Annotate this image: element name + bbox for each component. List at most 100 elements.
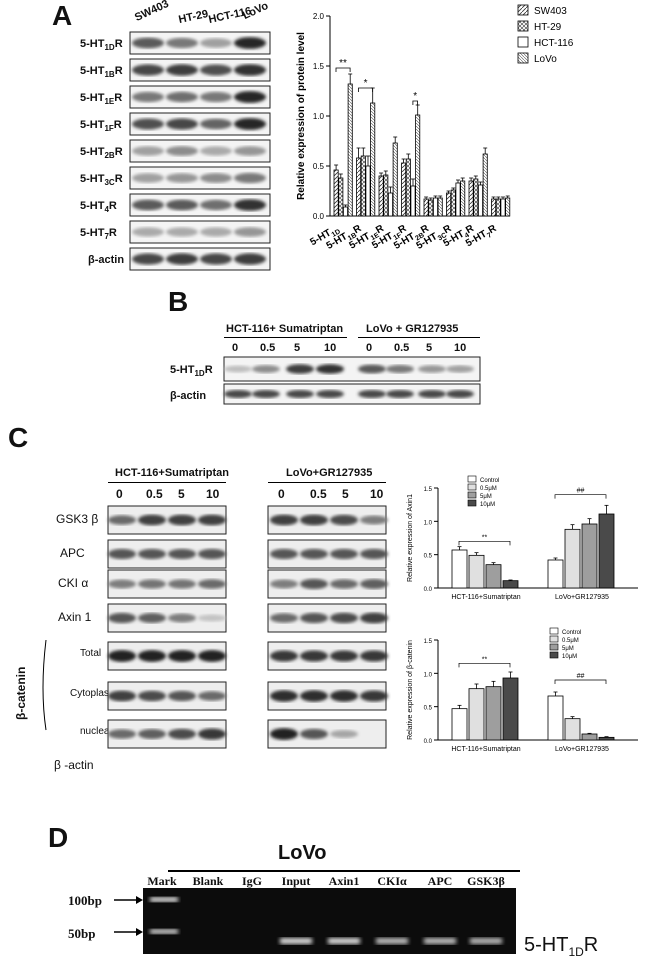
panel-c-axin1-chart: 0.0 0.5 1.0 1.5 Relative expression of Axin1… [407, 475, 638, 601]
blot-c-band [270, 690, 298, 702]
blot-a-band [200, 146, 232, 156]
row-label-5ht1fr: 5-HT1FR [80, 119, 122, 134]
y-tick-label: 0.5 [424, 554, 433, 560]
legend-swatch [549, 643, 559, 651]
panel-d-lane-4: Axin1 [328, 874, 360, 888]
gel-marker-50 [150, 929, 178, 934]
legend-swatch [467, 483, 477, 491]
y-tick-label: 0.5 [313, 162, 325, 171]
blot-c-band [138, 729, 166, 739]
panel-b-group2-line [358, 337, 480, 338]
legend-swatch [467, 491, 477, 499]
legend-label-0.5μM: 0.5μM [480, 486, 497, 492]
blot-a-band [200, 173, 232, 183]
blot-a-band [132, 118, 164, 130]
blot-a-band [132, 227, 164, 237]
legend-label-LoVo: LoVo [534, 54, 557, 65]
panel-b-dose-4: 0 [366, 342, 373, 354]
panel-c-beta-catenin-chart: 0.0 0.5 1.0 1.5 Relative expression of β-cat… [407, 627, 638, 753]
y-tick-label: 1.0 [424, 520, 433, 526]
blot-a-band [200, 64, 232, 76]
blot-c-band [108, 515, 136, 525]
blot-c-band [270, 613, 298, 623]
blot-a-band [200, 227, 232, 237]
y-tick-label: 0.5 [424, 706, 433, 712]
blot-a-band [234, 146, 266, 156]
blot-a-band [166, 64, 198, 76]
panel-d-lane-0: Mark [147, 874, 177, 888]
row-label-5ht4r: 5-HT4R [80, 200, 117, 215]
legend-label-SW403: SW403 [534, 6, 567, 17]
y-tick-label: 1.5 [424, 487, 433, 493]
blot-a-band [234, 118, 266, 130]
panel-b-blot-bands [223, 356, 481, 405]
blot-a-band [132, 253, 164, 265]
sig-mark: * [364, 78, 368, 89]
legend-label-HCT-116: HCT-116 [534, 38, 574, 49]
blot-c-band [360, 579, 388, 589]
blot-a-band [234, 172, 266, 184]
panel-c-group2: LoVo+GR127935 [286, 467, 373, 479]
panel-b-dose-5: 0.5 [394, 342, 410, 354]
blot-c-band [168, 690, 196, 702]
panel-c-row-1: APC [60, 546, 85, 560]
blot-c-band [168, 613, 196, 623]
gel-band [424, 938, 456, 944]
sig-mark: ** [339, 58, 347, 69]
row-label-5ht3cr: 5-HT3CR [80, 173, 123, 188]
panel-c-row-2: CKI α [58, 576, 89, 590]
blot-c-band [198, 548, 226, 560]
panel-c-group1-line [108, 482, 226, 483]
panel-b-row-beta-actin: β-actin [170, 390, 207, 402]
blot-a-band [132, 91, 164, 103]
panel-d-marker-50: 50bp [68, 926, 96, 941]
y-axis-label: Relative expression of β-catenin [407, 640, 414, 740]
panel-d-lane-1: Blank [192, 874, 224, 888]
legend-swatch [549, 627, 559, 635]
blot-c-band [108, 690, 136, 702]
panel-label-b: B [168, 286, 189, 317]
blot-b-actin-band [252, 390, 280, 398]
blot-c-band [270, 548, 298, 560]
sig-bracket [458, 540, 511, 546]
blot-c-band [198, 728, 226, 740]
blot-c-band [168, 548, 196, 560]
panel-d-marker-100: 100bp [68, 893, 102, 908]
sig-mark: ## [577, 488, 585, 495]
gel-band [376, 938, 408, 944]
blot-c-band [330, 690, 358, 702]
blot-a-band [234, 64, 266, 76]
blot-c-band [108, 548, 136, 560]
sig-bracket [335, 67, 351, 72]
blot-a-band [132, 37, 164, 49]
legend-swatch [517, 20, 529, 32]
sig-mark: ** [482, 656, 488, 663]
blot-c-band [138, 548, 166, 560]
blot-b-band [418, 365, 446, 373]
blot-c-band [330, 730, 358, 738]
blot-c-band [138, 650, 166, 662]
row-label-5ht1er: 5-HT1ER [80, 92, 123, 107]
blot-c-band [360, 612, 388, 624]
panel-c-dose-0: 0 [116, 487, 123, 501]
legend-label-Control: Control [562, 630, 581, 636]
panel-c-dose-5: 0.5 [310, 487, 327, 501]
blot-c-band [300, 612, 328, 624]
blot-a-band [200, 91, 232, 103]
blot-b-actin-band [446, 390, 474, 398]
blot-b-band [286, 364, 314, 374]
panel-c-dose-1: 0.5 [146, 487, 163, 501]
blot-c-band [330, 612, 358, 624]
panel-b-group1-line [224, 337, 347, 338]
panel-c-dose-2: 5 [178, 487, 185, 501]
panel-c-row-3: Axin 1 [58, 610, 92, 624]
sig-mark: ** [482, 534, 488, 541]
panel-c-blot-bands [42, 505, 388, 749]
y-tick-label: 1.5 [424, 639, 433, 645]
panel-c-dose-4: 0 [278, 487, 285, 501]
panel-b-dose-6: 5 [426, 342, 433, 354]
gel-band [470, 938, 502, 944]
panel-d-lane-3: Input [281, 874, 311, 888]
blot-b-band [386, 364, 414, 374]
panel-d-lane-5: CKIα [377, 874, 407, 888]
